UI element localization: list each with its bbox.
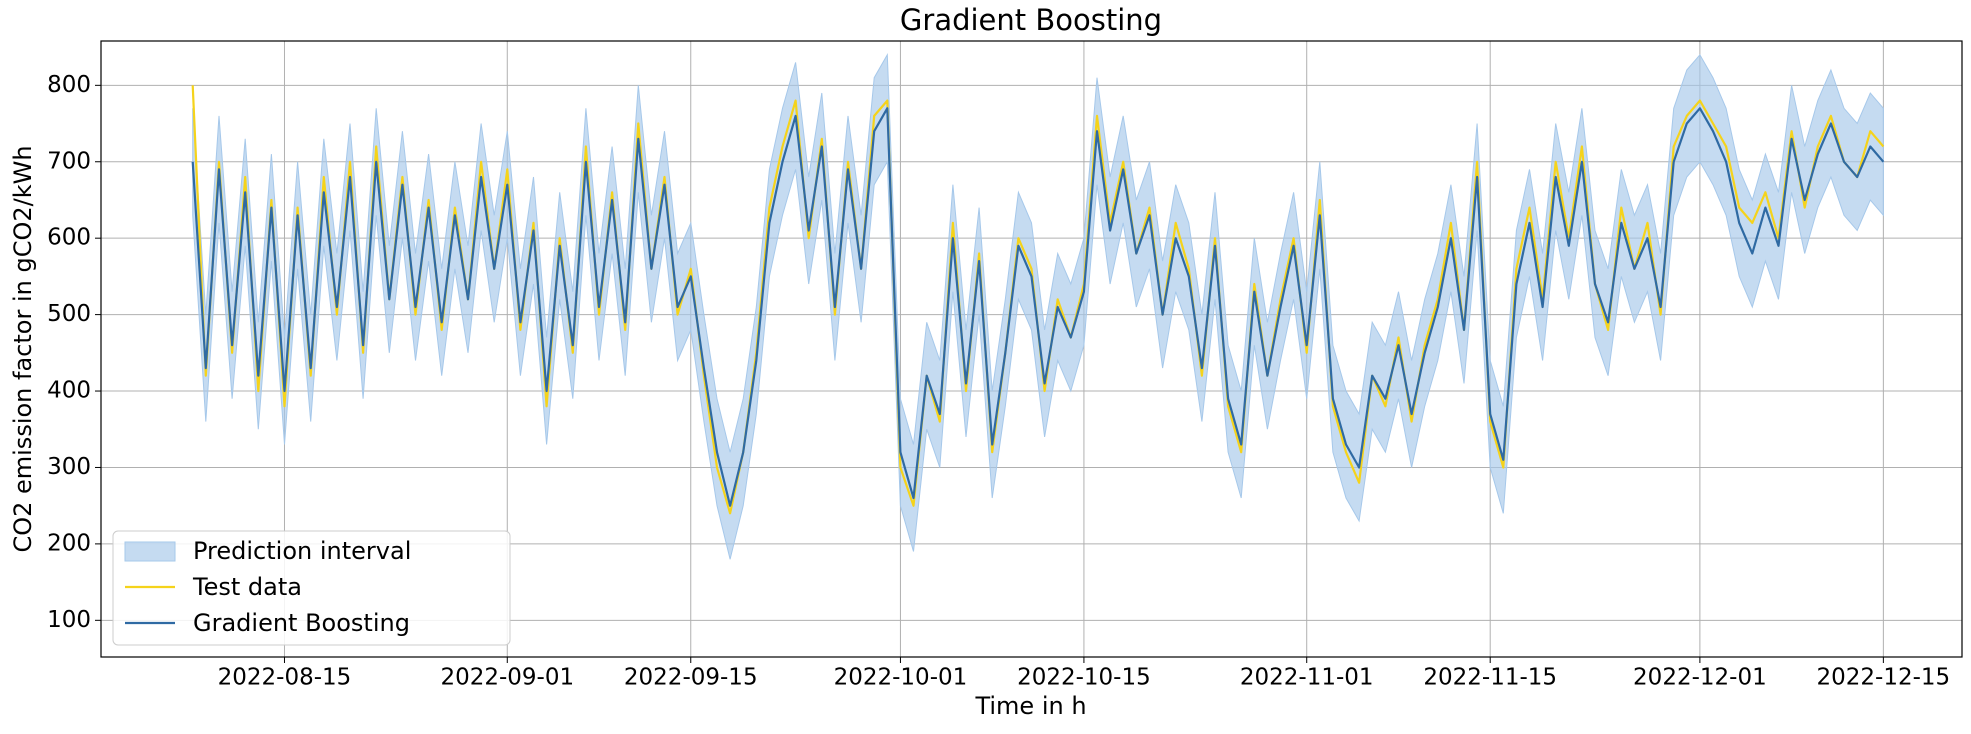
legend-box (112, 530, 511, 646)
x-tick-label: 2022-08-15 (218, 665, 352, 691)
y-tick-label: 500 (47, 301, 91, 327)
x-tick-label: 2022-09-15 (624, 665, 758, 691)
y-tick-label: 800 (47, 72, 91, 98)
x-tick-label: 2022-10-01 (834, 665, 968, 691)
x-axis-label: Time in h (974, 692, 1086, 720)
prediction-interval (192, 53, 1884, 560)
x-tick-label: 2022-11-01 (1240, 665, 1374, 691)
y-tick-label: 200 (47, 530, 91, 556)
legend-swatch (124, 541, 176, 562)
chart-title: Gradient Boosting (900, 3, 1162, 37)
x-tick-label: 2022-10-15 (1017, 665, 1151, 691)
y-tick-label: 400 (47, 378, 91, 404)
y-tick-label: 600 (47, 225, 91, 251)
legend: Prediction interval Test data Gradient Boo… (112, 530, 511, 646)
legend-label: Test data (192, 573, 302, 601)
y-axis-label: CO2 emission factor in gCO2/kWh (9, 145, 37, 552)
plot-frame (100, 40, 1963, 658)
y-tick-label: 700 (47, 148, 91, 174)
x-tick-label: 2022-09-01 (440, 665, 574, 691)
legend-label: Prediction interval (193, 537, 411, 565)
series-line (191, 107, 1885, 507)
x-tick-label: 2022-11-15 (1423, 665, 1557, 691)
y-tick-label: 300 (47, 454, 91, 480)
legend-label: Gradient Boosting (193, 609, 410, 637)
y-tick-label: 100 (47, 607, 91, 633)
x-tick-label: 2022-12-15 (1817, 665, 1951, 691)
x-tick-label: 2022-12-01 (1633, 665, 1767, 691)
